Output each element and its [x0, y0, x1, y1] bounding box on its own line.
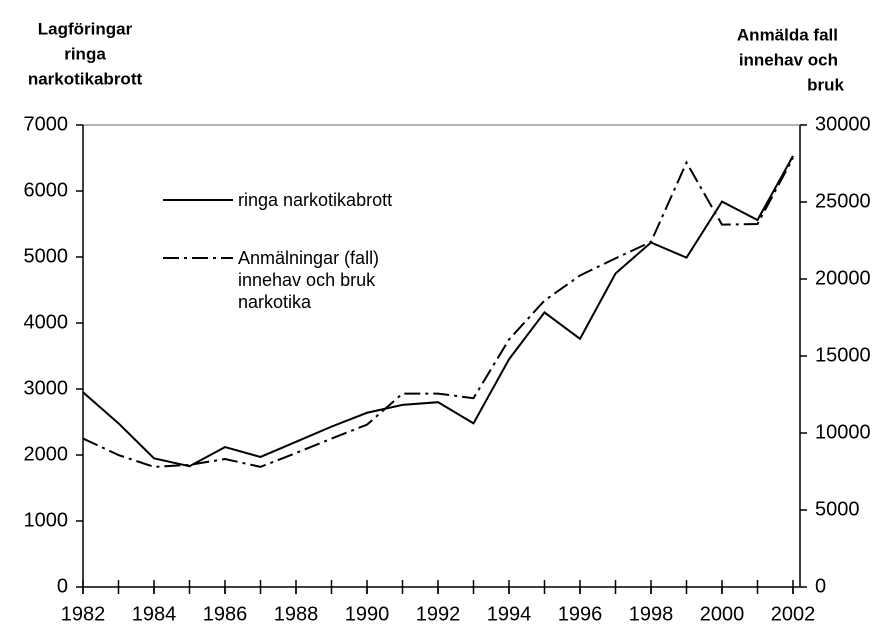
- y-tick-label: 5000: [24, 245, 69, 267]
- legend-label: Anmälningar (fall) innehav och bruk nark…: [238, 247, 408, 313]
- x-tick-label: 1984: [132, 603, 177, 625]
- y2-tick-label: 5000: [815, 498, 860, 520]
- y-axis-title: ringa: [64, 44, 106, 63]
- y-axis-title: narkotikabrott: [28, 69, 143, 88]
- x-tick-label: 1986: [203, 603, 248, 625]
- legend-label: ringa narkotikabrott: [238, 189, 478, 211]
- y-axis-title: Lagföringar: [38, 19, 133, 38]
- x-tick-label: 1992: [416, 603, 461, 625]
- y2-tick-label: 20000: [815, 267, 871, 289]
- y2-axis-title: Anmälda fall: [737, 25, 838, 44]
- x-tick-label: 2000: [700, 603, 745, 625]
- y-tick-label: 1000: [24, 509, 69, 531]
- y-tick-label: 3000: [24, 377, 69, 399]
- x-tick-label: 1998: [629, 603, 674, 625]
- x-tick-label: 1990: [345, 603, 390, 625]
- y2-tick-label: 15000: [815, 344, 871, 366]
- y2-axis-title: innehav och: [739, 50, 838, 69]
- y-tick-label: 4000: [24, 311, 69, 333]
- y2-tick-label: 30000: [815, 113, 871, 135]
- y-tick-label: 7000: [24, 113, 69, 135]
- y-tick-label: 6000: [24, 179, 69, 201]
- y-tick-label: 2000: [24, 443, 69, 465]
- x-tick-label: 2002: [771, 603, 816, 625]
- y-tick-label: 0: [57, 575, 68, 597]
- y2-tick-label: 0: [815, 575, 826, 597]
- x-tick-label: 1994: [487, 603, 532, 625]
- y2-tick-label: 25000: [815, 190, 871, 212]
- x-tick-label: 1988: [274, 603, 319, 625]
- x-tick-label: 1982: [61, 603, 106, 625]
- x-tick-label: 1996: [558, 603, 603, 625]
- y2-axis-title: bruk: [807, 75, 844, 94]
- y2-tick-label: 10000: [815, 421, 871, 443]
